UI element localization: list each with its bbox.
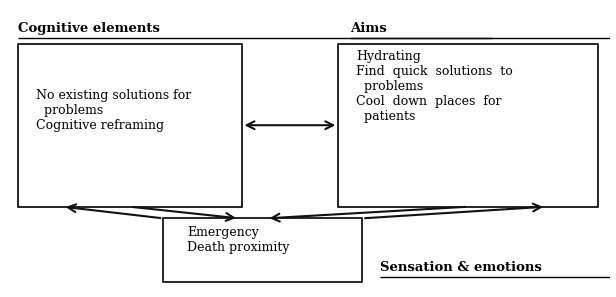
Bar [163, 218, 362, 282]
Bar [338, 44, 598, 207]
Text: Sensation & emotions: Sensation & emotions [381, 261, 542, 274]
Text: Aims: Aims [351, 22, 387, 35]
Text: Emergency
Death proximity: Emergency Death proximity [187, 226, 290, 254]
Text: Cognitive elements: Cognitive elements [18, 22, 160, 35]
Text: No existing solutions for
  problems
Cognitive reframing: No existing solutions for problems Cogni… [36, 89, 192, 132]
Bar [18, 44, 241, 207]
Text: Hydrating
Find  quick  solutions  to
  problems
Cool  down  places  for
  patien: Hydrating Find quick solutions to proble… [356, 50, 513, 123]
